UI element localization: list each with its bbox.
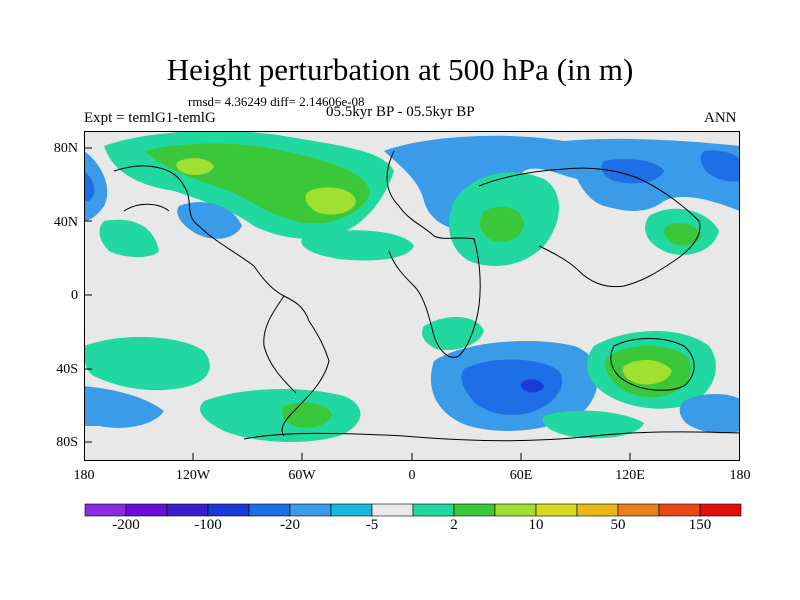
contour-region [99,219,159,257]
colorbar-label: -100 [194,517,222,533]
x-tick-label: 180 [73,468,95,483]
contour-region [542,410,644,439]
contour-region [282,402,332,428]
colorbar-swatch [248,503,291,517]
contour-region [305,187,356,215]
x-tick-label: 120W [175,468,211,483]
stats-label: rmsd= 4.36249 diff= 2.14606e-08 [188,94,365,109]
season-label: ANN [704,110,737,126]
colorbar-label: 10 [528,517,544,533]
colorbar-swatch [125,503,168,517]
x-tick-label: 60E [509,468,533,483]
colorbar-swatch [166,503,209,517]
colorbar-label: -5 [365,517,379,533]
colorbar-swatch [658,503,701,517]
contour-map [84,131,740,461]
contour-region [679,394,740,434]
colorbar-label: 50 [610,517,626,533]
axis-ticks [84,147,631,461]
colorbar [84,503,742,517]
colorbar-label: -200 [112,517,140,533]
colorbar-label: 2 [450,517,458,533]
colorbar-swatch [207,503,250,517]
colorbar-swatch [535,503,578,517]
experiment-label: Expt = temlG1-temlG [84,110,216,126]
colorbar-label: -20 [280,517,300,533]
contour-region [177,202,242,239]
contour-region [84,386,164,428]
contour-region [521,379,544,393]
contour-region [84,171,95,201]
plot-title: Height perturbation at 500 hPa (in m) [166,52,634,87]
contour-region [84,336,210,391]
colorbar-swatch [330,503,373,517]
colorbar-label: 150 [688,517,712,533]
y-tick-label: 40N [53,215,78,230]
period-label: 05.5kyr BP - 05.5kyr BP [326,104,475,120]
contour-region [84,151,108,221]
colorbar-swatch [453,503,496,517]
contour-region [461,359,563,416]
coastlines [113,150,740,442]
contour-region [664,223,702,246]
y-tick-label: 0 [71,288,78,303]
contour-region [301,230,414,261]
x-tick-label: 60W [288,468,316,483]
contour-region [176,158,214,175]
contour-region [200,389,361,443]
colorbar-swatch [699,503,742,517]
colorbar-swatch [617,503,660,517]
contour-region [479,206,524,243]
x-tick-label: 0 [408,468,416,483]
x-tick-label: 120E [615,468,645,483]
colorbar-swatch [289,503,332,517]
y-tick-label: 80S [56,435,78,450]
y-tick-label: 80N [53,141,78,156]
contour-region [700,150,740,182]
colorbar-swatch [371,503,414,517]
colorbar-swatch [412,503,455,517]
x-tick-label: 180 [729,468,751,483]
contour-region [601,159,664,184]
colorbar-swatch [494,503,537,517]
contour-region [622,359,672,385]
colorbar-swatch [84,503,127,517]
y-tick-label: 40S [56,362,78,377]
colorbar-swatch [576,503,619,517]
